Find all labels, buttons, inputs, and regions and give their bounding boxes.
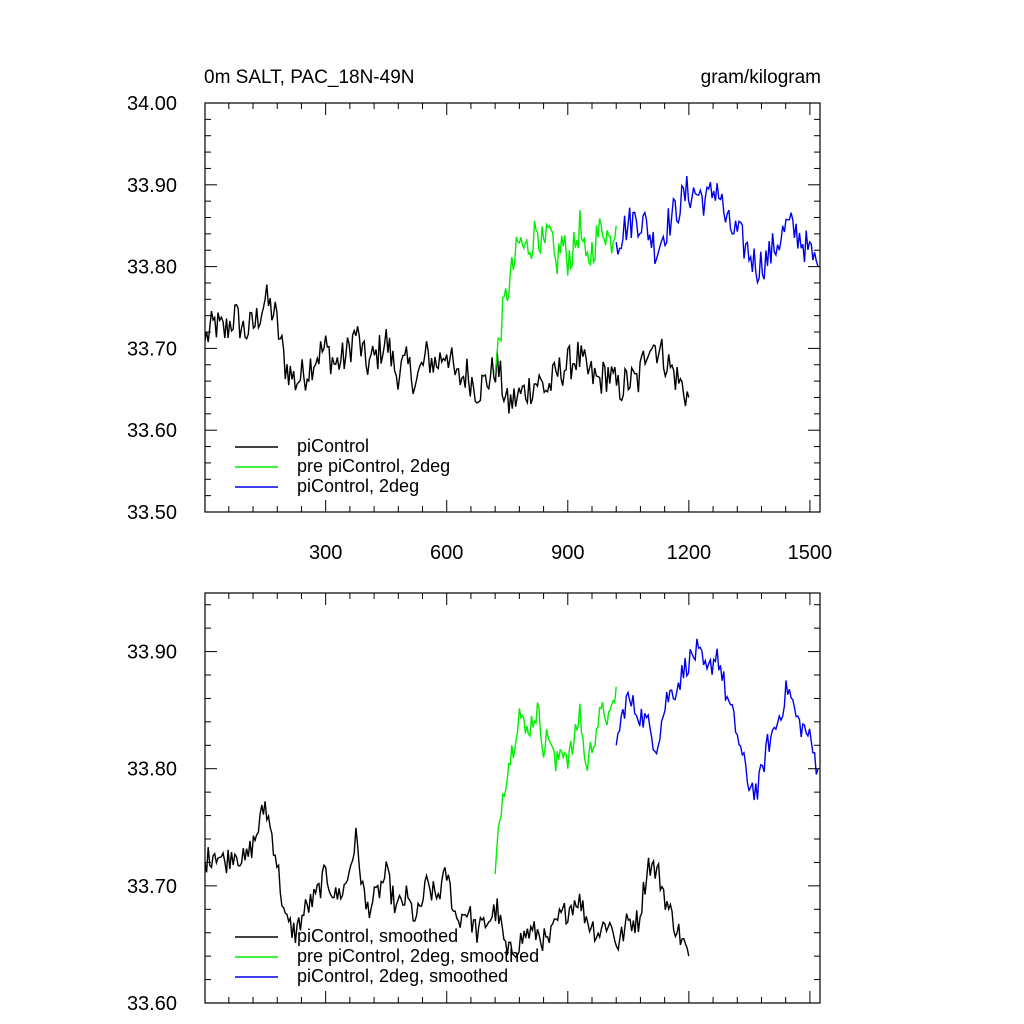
x-tick-label: 300 [309,542,342,564]
x-tick-label: 1500 [788,542,833,564]
plot-frame [204,102,821,513]
series-line-1 [205,284,690,414]
series-line-1 [205,801,690,959]
series-line-3 [615,175,819,286]
series-line-3 [615,638,819,801]
panel-1: 34.00 33.90 33.80 33.70 33.60 33.50 300 600 900 1… [127,93,832,564]
y-tick-label: 33.50 [127,502,177,524]
x-tick-label: 600 [430,542,463,564]
y-tick-label: 34.00 [127,93,177,115]
y-tick-label: 33.90 [127,175,177,197]
y-tick-label: 33.70 [127,876,177,898]
legend-label: pre piControl, 2deg [297,456,450,476]
chart-units: gram/kilogram [701,67,821,88]
series-line-2 [494,686,617,875]
legend-label: piControl [297,436,369,456]
series-line-2 [494,210,617,373]
legend-label: piControl, 2deg [297,476,419,496]
y-tick-label: 33.80 [127,257,177,279]
x-tick-label: 900 [551,542,584,564]
y-tick-label: 33.70 [127,338,177,360]
y-tick-label: 33.60 [127,420,177,442]
legend-label: piControl, 2deg, smoothed [297,966,508,986]
y-tick-label: 33.90 [127,642,177,664]
y-tick-label: 33.60 [127,993,177,1015]
legend-label: pre piControl, 2deg, smoothed [297,946,539,966]
x-tick-label: 1200 [667,542,712,564]
plot-frame [204,592,821,1004]
legend-label: piControl, smoothed [297,926,458,946]
y-tick-label: 33.80 [127,759,177,781]
chart-title: 0m SALT, PAC_18N-49N [204,67,415,88]
